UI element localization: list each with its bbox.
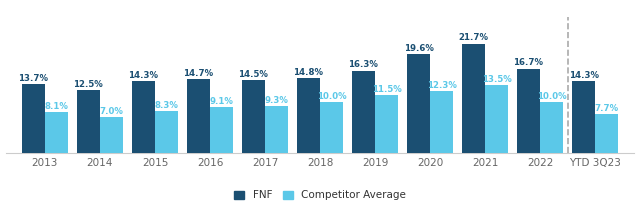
Text: 12.5%: 12.5% <box>74 80 103 89</box>
Text: 19.6%: 19.6% <box>404 44 433 53</box>
Bar <box>540 102 563 153</box>
Text: 10.0%: 10.0% <box>537 92 566 101</box>
Bar <box>407 54 430 153</box>
Text: 12.3%: 12.3% <box>427 81 456 90</box>
Bar <box>45 112 68 153</box>
Text: 14.5%: 14.5% <box>239 70 268 78</box>
Bar <box>517 69 540 153</box>
Bar <box>22 84 45 153</box>
Text: 21.7%: 21.7% <box>458 33 488 42</box>
Bar <box>462 44 485 153</box>
Bar <box>572 81 595 153</box>
Text: 8.1%: 8.1% <box>45 102 68 111</box>
Bar <box>132 81 155 153</box>
Text: 8.3%: 8.3% <box>155 101 179 110</box>
Text: 14.7%: 14.7% <box>183 68 214 78</box>
Bar <box>265 106 288 153</box>
Text: 16.3%: 16.3% <box>349 60 378 70</box>
Bar <box>155 111 178 153</box>
Bar <box>375 95 398 153</box>
Text: 9.3%: 9.3% <box>264 96 289 105</box>
Text: 13.7%: 13.7% <box>19 74 49 82</box>
Bar <box>210 107 233 153</box>
Bar <box>320 102 343 153</box>
Bar <box>77 90 100 153</box>
Text: 11.5%: 11.5% <box>372 85 401 93</box>
Bar <box>242 80 265 153</box>
Bar <box>187 79 210 153</box>
Bar <box>485 85 508 153</box>
Legend: FNF, Competitor Average: FNF, Competitor Average <box>230 186 410 204</box>
Bar <box>352 71 375 153</box>
Text: 14.8%: 14.8% <box>294 68 323 77</box>
Text: 7.0%: 7.0% <box>100 107 124 116</box>
Bar <box>595 114 618 153</box>
Text: 14.3%: 14.3% <box>129 71 158 80</box>
Text: 7.7%: 7.7% <box>595 104 619 113</box>
Bar <box>100 117 123 153</box>
Bar <box>430 91 453 153</box>
Text: 13.5%: 13.5% <box>482 75 511 84</box>
Text: 16.7%: 16.7% <box>513 59 543 67</box>
Bar <box>297 78 320 153</box>
Text: 9.1%: 9.1% <box>209 97 234 106</box>
Text: 14.3%: 14.3% <box>568 71 598 80</box>
Text: 10.0%: 10.0% <box>317 92 346 101</box>
